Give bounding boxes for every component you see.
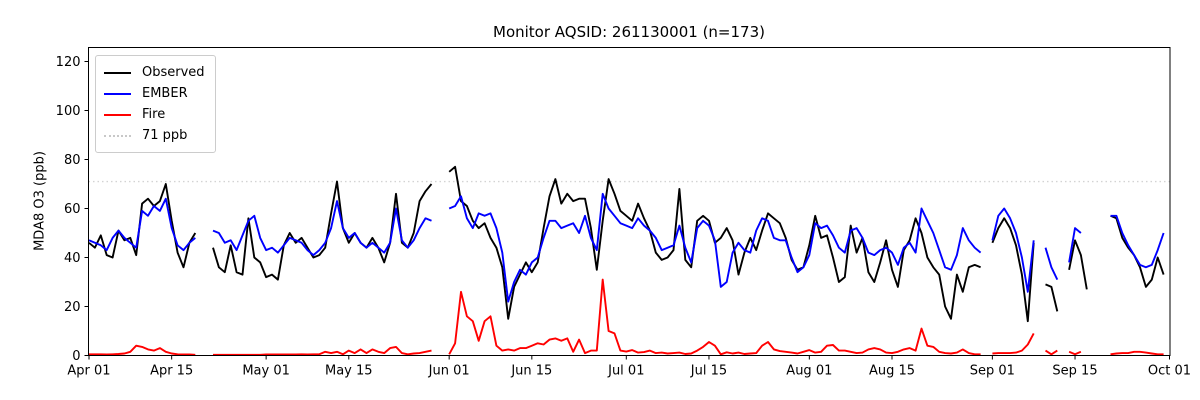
series-line-fire (1068, 350, 1082, 356)
legend-label: EMBER (142, 86, 188, 101)
y-tick-label: 20 (64, 300, 81, 315)
axes-frame (88, 47, 1171, 356)
legend-label: Observed (142, 65, 205, 80)
legend-item-threshold: 71 ppb (104, 125, 205, 146)
series-line-ember (212, 200, 432, 257)
series-line-observed (1110, 214, 1165, 288)
fire-line-swatch (104, 113, 131, 116)
y-tick-label: 100 (56, 104, 81, 119)
series-line-ember (991, 207, 1035, 293)
chart-title: Monitor AQSID: 261130001 (n=173) (493, 23, 765, 41)
observed-line-swatch (104, 71, 131, 74)
series-line-fire (213, 345, 432, 356)
series-line-ember (1068, 227, 1082, 263)
y-axis-label: MDA8 O3 (ppb) (32, 151, 48, 251)
series-line-ember (1044, 247, 1059, 281)
series-line-ember (88, 197, 196, 252)
series-line-observed (1045, 283, 1059, 312)
series-line-observed (212, 180, 433, 281)
x-tick-label: Sep 01 (970, 364, 1015, 379)
x-tick-label: Apr 15 (150, 364, 193, 379)
y-tick-label: 0 (72, 349, 80, 364)
x-tick-label: Jun 01 (428, 364, 470, 379)
series-line-fire (992, 332, 1035, 355)
series-line-fire (448, 278, 981, 356)
ember-line-swatch (104, 92, 131, 95)
x-tick-label: Oct 01 (1148, 364, 1191, 379)
series-line-observed (1068, 239, 1088, 290)
x-tick-label: May 01 (242, 364, 290, 379)
legend-label: 71 ppb (142, 128, 188, 143)
legend-item-fire: Fire (104, 104, 205, 125)
series-line-ember (1110, 214, 1165, 269)
x-tick-label: Jul 15 (690, 364, 727, 379)
x-tick-label: May 15 (325, 364, 373, 379)
legend-item-observed: Observed (104, 62, 205, 83)
x-tick-label: Apr 01 (67, 364, 110, 379)
y-tick-label: 40 (64, 251, 81, 266)
y-tick-label: 60 (64, 202, 81, 217)
x-tick-label: Sep 15 (1052, 364, 1097, 379)
legend-item-ember: EMBER (104, 83, 205, 104)
series-line-fire (1044, 349, 1058, 356)
legend-label: Fire (142, 107, 166, 122)
y-tick-label: 120 (56, 55, 81, 70)
x-tick-label: Jul 01 (607, 364, 644, 379)
y-tick-label: 80 (64, 153, 81, 168)
series-line-ember (448, 192, 982, 303)
series-line-observed (991, 217, 1035, 323)
threshold-line-swatch (104, 134, 131, 137)
legend: Observed EMBER Fire 71 ppb (95, 55, 216, 153)
series-line-observed (88, 183, 197, 269)
x-tick-label: Aug 15 (869, 364, 915, 379)
series-line-fire (89, 344, 196, 356)
series-line-fire (1110, 350, 1164, 356)
x-tick-label: Jun 15 (510, 364, 552, 379)
x-tick-label: Aug 01 (786, 364, 832, 379)
